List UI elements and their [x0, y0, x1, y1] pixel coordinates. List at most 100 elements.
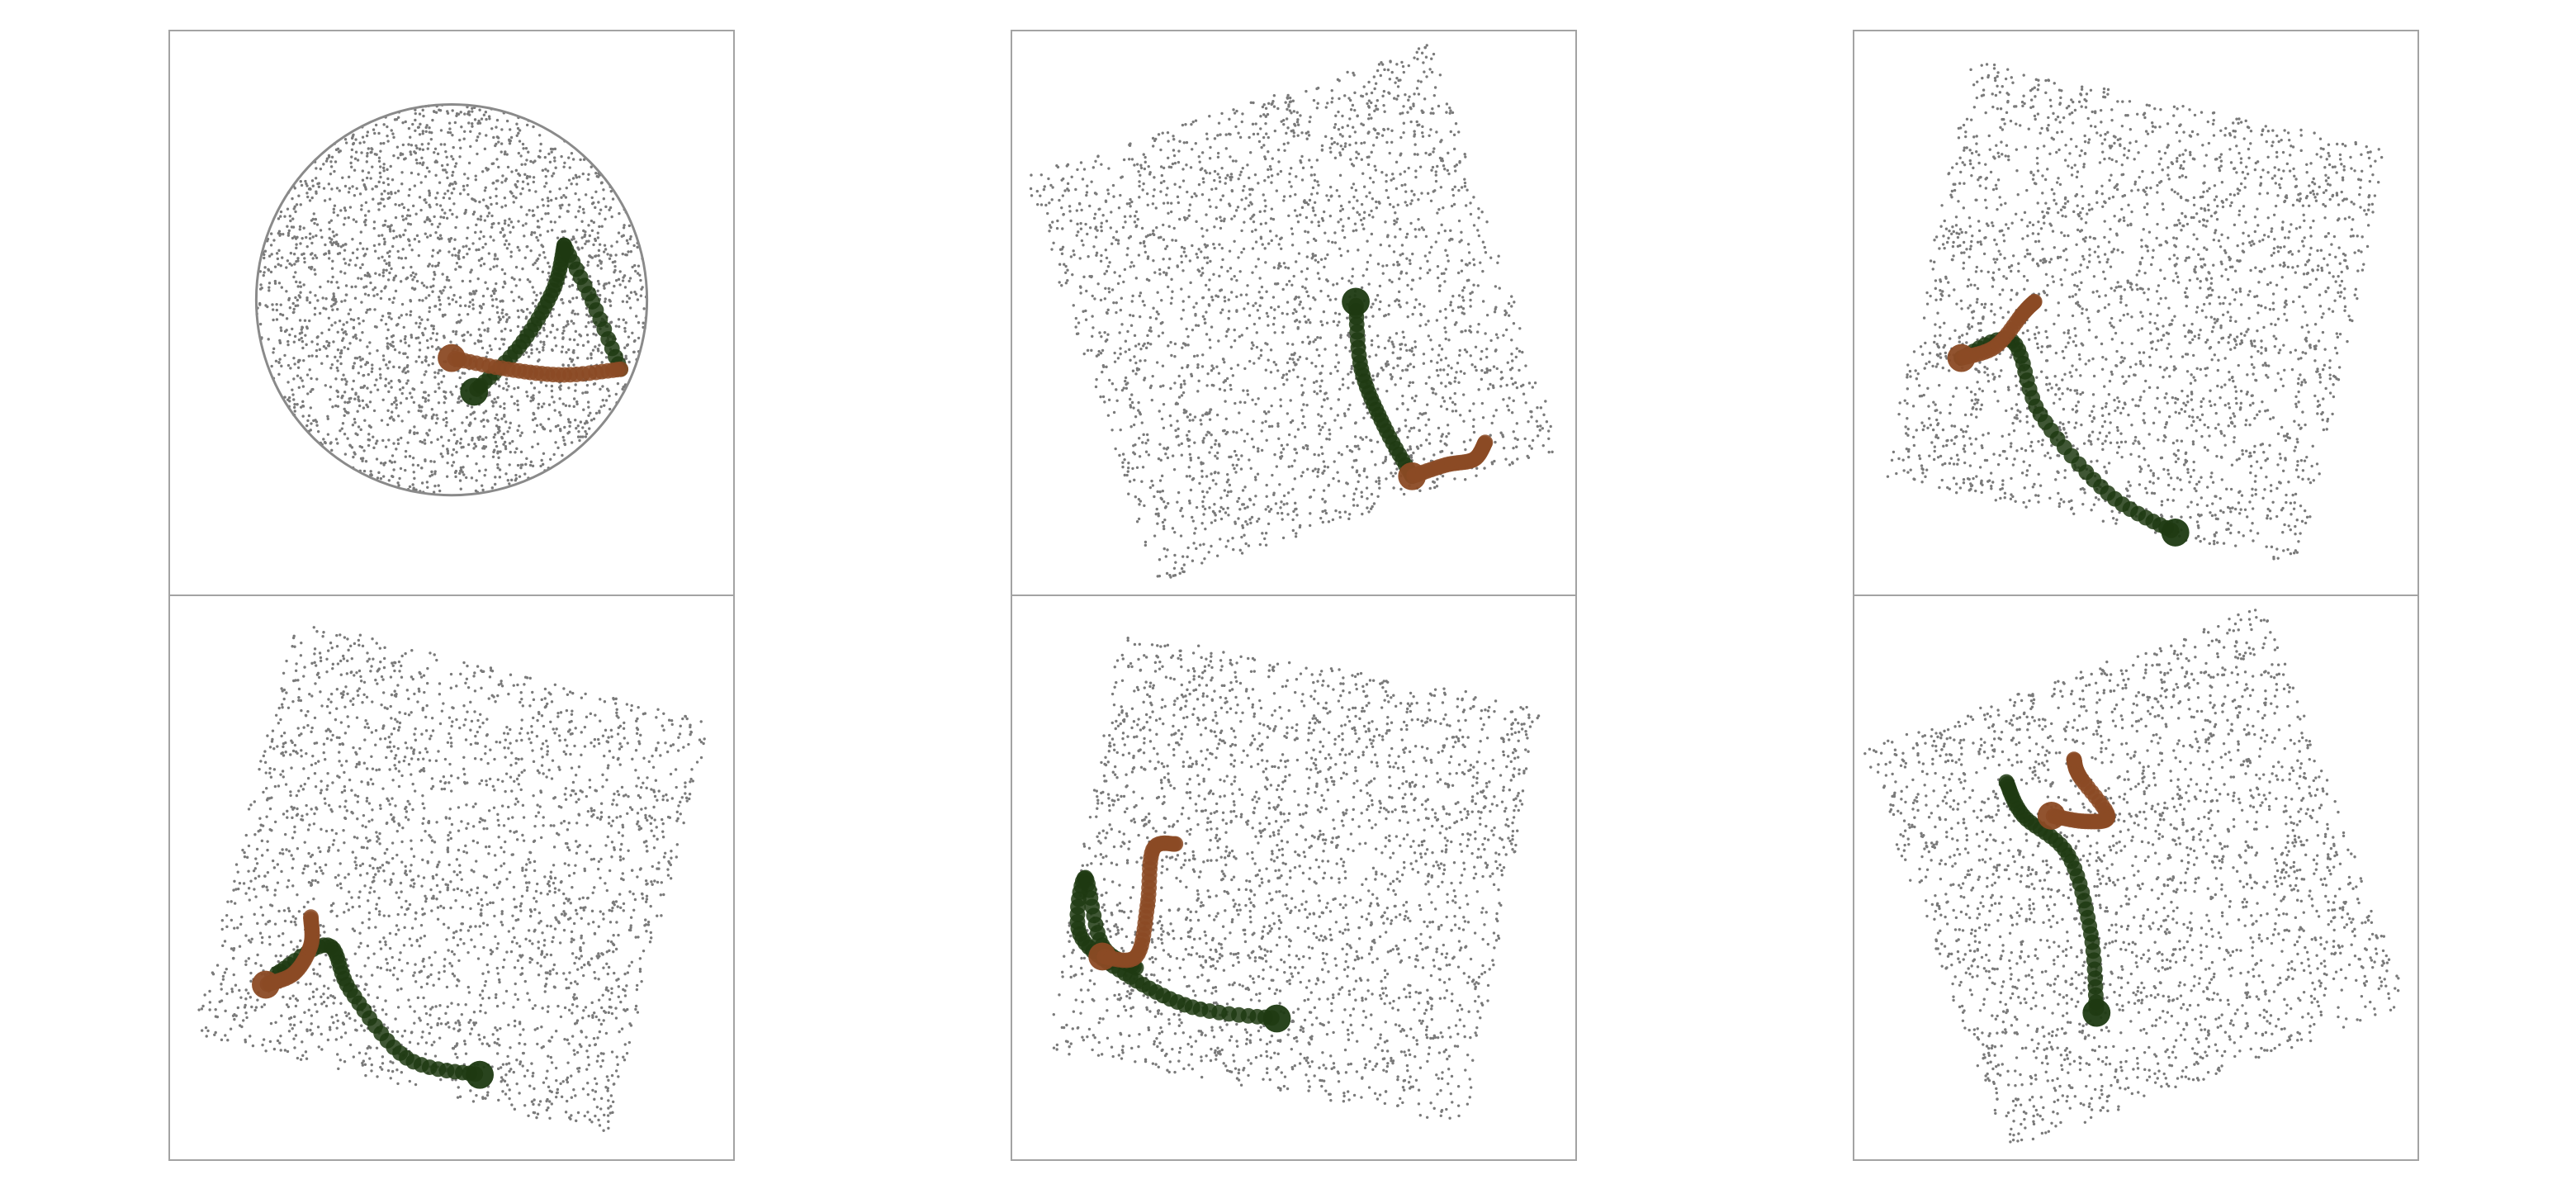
cloud-point	[1442, 206, 1444, 209]
cloud-point	[1473, 431, 1475, 433]
cloud-point	[1423, 305, 1425, 307]
cloud-point	[1408, 95, 1410, 97]
cloud-point	[342, 323, 344, 325]
cloud-point	[1152, 259, 1154, 262]
cloud-point	[592, 348, 594, 351]
cloud-point	[513, 402, 515, 405]
cloud-point	[434, 161, 437, 163]
cloud-point	[1407, 99, 1409, 102]
cloud-point	[481, 321, 484, 324]
cloud-point	[429, 460, 432, 462]
cloud-point	[442, 444, 444, 447]
cloud-point	[1105, 249, 1107, 251]
cloud-point	[523, 163, 526, 165]
cloud-point	[410, 153, 412, 155]
cloud-point	[445, 417, 447, 419]
cloud-point	[433, 472, 436, 475]
cloud-point	[286, 317, 288, 320]
cloud-point	[1150, 385, 1153, 387]
cloud-point	[1228, 317, 1230, 320]
cloud-point	[432, 249, 434, 251]
cloud-point	[570, 182, 572, 185]
cloud-point	[1205, 213, 1207, 216]
cloud-point	[574, 313, 576, 315]
cloud-point	[1355, 488, 1357, 490]
cloud-point	[388, 264, 391, 267]
cloud-point	[445, 424, 447, 427]
cloud-point	[259, 287, 262, 290]
cloud-point	[326, 355, 329, 358]
cloud-point	[290, 252, 292, 254]
cloud-point	[1457, 306, 1460, 308]
cloud-point	[485, 111, 487, 113]
cloud-point	[435, 111, 438, 114]
cloud-point	[1227, 328, 1229, 330]
cloud-point	[419, 405, 421, 408]
cloud-point	[542, 346, 544, 348]
cloud-point	[1265, 291, 1267, 293]
cloud-point	[1237, 363, 1239, 366]
cloud-point	[598, 343, 600, 346]
cloud-point	[593, 221, 595, 224]
cloud-point	[1334, 366, 1337, 368]
cloud-point	[1170, 354, 1172, 357]
cloud-point	[468, 248, 471, 250]
cloud-point	[1135, 277, 1138, 279]
cloud-point	[451, 453, 453, 456]
cloud-point	[1389, 152, 1391, 154]
cloud-point	[429, 475, 431, 477]
cloud-point	[1159, 149, 1162, 151]
cloud-point	[289, 367, 291, 369]
cloud-point	[1210, 446, 1213, 448]
cloud-point	[413, 401, 415, 404]
cloud-point	[1319, 390, 1322, 392]
cloud-point	[1123, 159, 1125, 161]
cloud-point	[607, 389, 609, 391]
cloud-point	[456, 440, 458, 443]
cloud-point	[499, 300, 501, 302]
cloud-point	[594, 206, 596, 209]
cloud-point	[1124, 380, 1126, 382]
cloud-point	[569, 166, 571, 168]
cloud-point	[466, 253, 468, 255]
cloud-point	[462, 339, 465, 341]
cloud-point	[1445, 268, 1447, 270]
cloud-point	[1106, 311, 1108, 314]
cloud-point	[1485, 356, 1488, 358]
cloud-point	[400, 171, 403, 173]
cloud-point	[1114, 360, 1116, 362]
cloud-point	[1235, 431, 1238, 433]
cloud-point	[1421, 131, 1423, 134]
cloud-point	[291, 197, 293, 200]
cloud-point	[1224, 296, 1226, 298]
cloud-point	[1214, 519, 1216, 522]
cloud-point	[1242, 489, 1244, 491]
cloud-point	[1416, 58, 1418, 60]
cloud-point	[623, 327, 626, 329]
cloud-point	[1146, 433, 1148, 436]
cloud-point	[1082, 353, 1085, 355]
cloud-point	[580, 236, 583, 239]
cloud-point	[504, 272, 506, 275]
cloud-point	[1293, 135, 1295, 137]
cloud-point	[351, 388, 353, 391]
cloud-point	[475, 249, 477, 251]
cloud-point	[386, 410, 389, 412]
cloud-point	[1118, 331, 1120, 334]
cloud-point	[296, 299, 299, 301]
cloud-point	[1243, 507, 1246, 509]
cloud-point	[263, 271, 265, 273]
cloud-point	[451, 174, 453, 177]
cloud-point	[1351, 163, 1353, 165]
cloud-point	[1366, 486, 1368, 489]
cloud-point	[467, 111, 470, 113]
cloud-point	[1340, 205, 1342, 207]
cloud-point	[505, 239, 508, 242]
cloud-point	[1466, 188, 1468, 191]
cloud-point	[1286, 313, 1288, 315]
cloud-point	[519, 129, 521, 131]
cloud-point	[594, 172, 597, 174]
cloud-point	[1164, 506, 1167, 509]
cloud-point	[291, 217, 294, 220]
cloud-point	[1370, 508, 1372, 510]
